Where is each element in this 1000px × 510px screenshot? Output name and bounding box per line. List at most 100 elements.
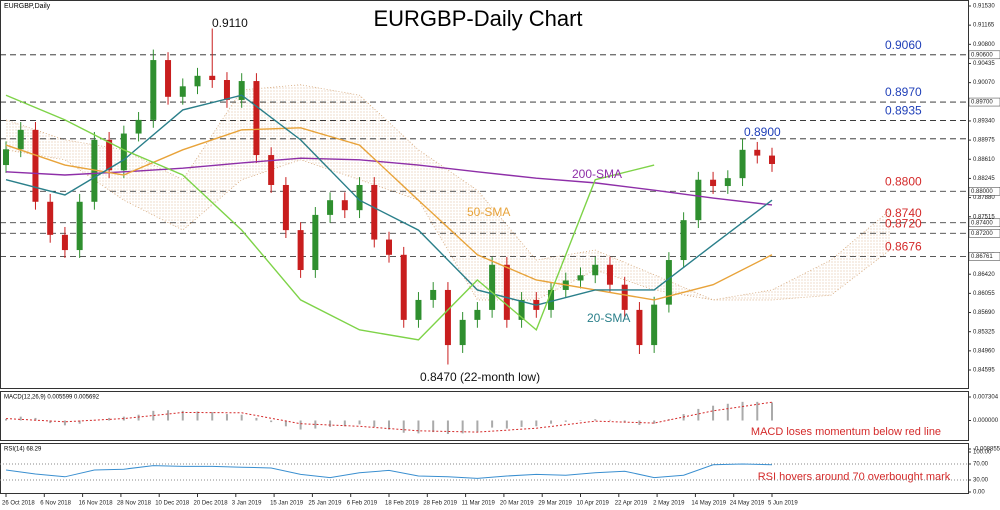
rsi-tick-label: 100.00 [973, 450, 992, 456]
macd-bar [461, 420, 464, 434]
candle-body [91, 139, 98, 202]
level-label: 0.8800 [885, 174, 922, 188]
macd-bar [697, 408, 700, 421]
candle-body [238, 81, 245, 100]
y-tick-label: 0.90435 [973, 61, 995, 67]
candle-body [209, 75, 216, 81]
macd-bar [284, 420, 287, 427]
candle-body [76, 201, 83, 251]
candle-body [621, 284, 628, 310]
candle-body [739, 149, 746, 179]
macd-bar [520, 420, 523, 427]
x-tick-label: 15 Jan 2019 [270, 501, 304, 507]
y-tick-label: 0.91165 [973, 23, 995, 29]
candle-body [665, 260, 672, 305]
candle-body [724, 178, 731, 187]
macd-bar [137, 414, 140, 421]
rsi-tick-label: 0.00 [973, 490, 985, 496]
annotation: 0.9110 [212, 16, 248, 30]
annotation: 0.8470 (22-month low) [420, 370, 540, 384]
macd-signal [5, 401, 773, 433]
y-tick-label: 0.86420 [973, 272, 995, 278]
macd-bar [712, 405, 715, 421]
candle-body [297, 230, 304, 271]
macd-bar [167, 410, 170, 421]
macd-bar [240, 414, 243, 421]
macd-bar [255, 417, 258, 421]
macd-bar [108, 417, 111, 421]
candle-body [106, 139, 113, 171]
macd-bar [579, 420, 582, 422]
x-tick-label: 11 Mar 2019 [462, 501, 496, 507]
macd-bar [550, 420, 553, 424]
candle-body [769, 155, 775, 164]
x-tick-label: 28 Nov 2018 [117, 501, 152, 507]
x-tick-label: 14 May 2019 [691, 501, 726, 507]
line-name: 200-SMA [572, 167, 622, 181]
macd-bar [756, 401, 759, 421]
candle-body [430, 289, 437, 300]
macd-tick-label: 0.000000 [973, 418, 999, 424]
macd-bar [564, 420, 567, 422]
macd-bar [432, 420, 435, 433]
candle-body [135, 119, 142, 134]
candle-body [32, 129, 39, 202]
macd-bar [373, 420, 376, 427]
macd-bar [49, 420, 52, 424]
x-tick-label: 22 Apr 2019 [615, 501, 648, 507]
macd-bar [741, 401, 744, 421]
x-tick-label: 28 Feb 2019 [423, 501, 457, 507]
macd-bar [299, 420, 302, 430]
candle-body [710, 179, 717, 187]
candle-body [371, 184, 378, 240]
indicator-line [5, 94, 773, 306]
candle-body [312, 214, 319, 271]
macd-label: MACD(12,26,9) 0.005599 0.005692 [4, 395, 100, 401]
macd-bar [771, 402, 773, 421]
indicator-line [5, 127, 773, 301]
candle-body [415, 299, 422, 320]
candle-body [680, 220, 687, 261]
main-panel [0, 0, 969, 389]
macd-bar [608, 419, 611, 421]
level-label: 0.9060 [885, 38, 922, 52]
candle-body [474, 309, 481, 320]
macd-bar [63, 420, 66, 426]
candle-body [17, 129, 24, 150]
candle-body [150, 60, 157, 120]
macd-bar [388, 420, 390, 430]
level-label: 0.8676 [885, 240, 922, 254]
macd-bar [181, 410, 184, 421]
candle-body [268, 155, 275, 185]
cloud-edge [5, 149, 891, 301]
y-tick-label: 0.84960 [973, 348, 995, 354]
rsi-tick-label: 30.00 [973, 478, 989, 484]
rsi-label: RSI(14) 68.29 [4, 447, 42, 453]
candle-body [695, 179, 702, 221]
macd-bar [638, 420, 641, 426]
macd-bar [152, 410, 155, 421]
candle-body [548, 289, 555, 310]
y-tick-label: 0.85325 [973, 329, 995, 335]
line-name: 20-SMA [587, 311, 630, 325]
candle-body [179, 86, 186, 97]
y-tick-label: 0.91530 [973, 4, 995, 10]
macd-bar [78, 420, 81, 424]
x-tick-label: 20 Mar 2019 [500, 501, 534, 507]
candle-body [61, 234, 68, 251]
macd-bar [196, 411, 199, 421]
x-tick-label: 20 Dec 2018 [194, 501, 229, 507]
macd-bar [343, 420, 346, 427]
candle-body [577, 275, 584, 281]
macd-bar [505, 420, 508, 429]
candle-body [754, 149, 761, 156]
x-tick-label: 2 May 2019 [653, 501, 685, 507]
candle-body [503, 264, 510, 320]
candle-body [253, 81, 260, 156]
x-tick-label: 6 Feb 2019 [347, 501, 378, 507]
macd-bar [34, 417, 37, 421]
macd-bar [535, 420, 538, 427]
candle-body [489, 264, 496, 310]
candle-body [651, 304, 658, 346]
